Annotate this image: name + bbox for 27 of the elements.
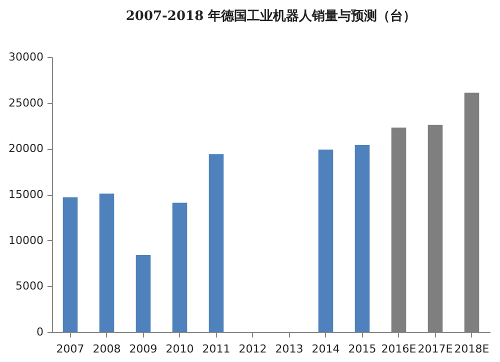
bar xyxy=(136,255,151,332)
bar xyxy=(208,154,224,332)
x-tick-label: 2013 xyxy=(275,342,304,356)
chart-title: 2007-2018 年德国工业机器人销量与预测（台） xyxy=(126,8,416,24)
x-tick-label: 2011 xyxy=(202,342,230,356)
bar xyxy=(172,202,188,332)
x-tick-label: 2017E xyxy=(418,342,453,356)
x-tick-label: 2015 xyxy=(348,342,376,356)
bar xyxy=(99,194,114,332)
y-tick-label: 0 xyxy=(36,326,44,338)
x-tick-label: 2010 xyxy=(166,342,194,356)
x-tick-label: 2014 xyxy=(312,342,340,356)
bar xyxy=(62,197,78,332)
y-tick-label: 10000 xyxy=(8,234,44,247)
bar xyxy=(318,150,334,332)
x-tick-label: 2008 xyxy=(92,342,121,356)
x-tick-label: 2016E xyxy=(381,342,416,356)
y-tick-label: 20000 xyxy=(8,142,44,156)
y-tick-label: 5000 xyxy=(16,280,44,293)
x-tick-label: 2007 xyxy=(56,342,84,356)
y-tick-label: 30000 xyxy=(8,50,44,64)
y-tick-label: 15000 xyxy=(8,188,44,201)
bar xyxy=(354,145,370,332)
x-tick-label: 2018E xyxy=(454,342,490,356)
x-tick-label: 2009 xyxy=(129,342,158,356)
x-tick-label: 2012 xyxy=(238,342,267,356)
y-tick-label: 25000 xyxy=(8,96,44,110)
